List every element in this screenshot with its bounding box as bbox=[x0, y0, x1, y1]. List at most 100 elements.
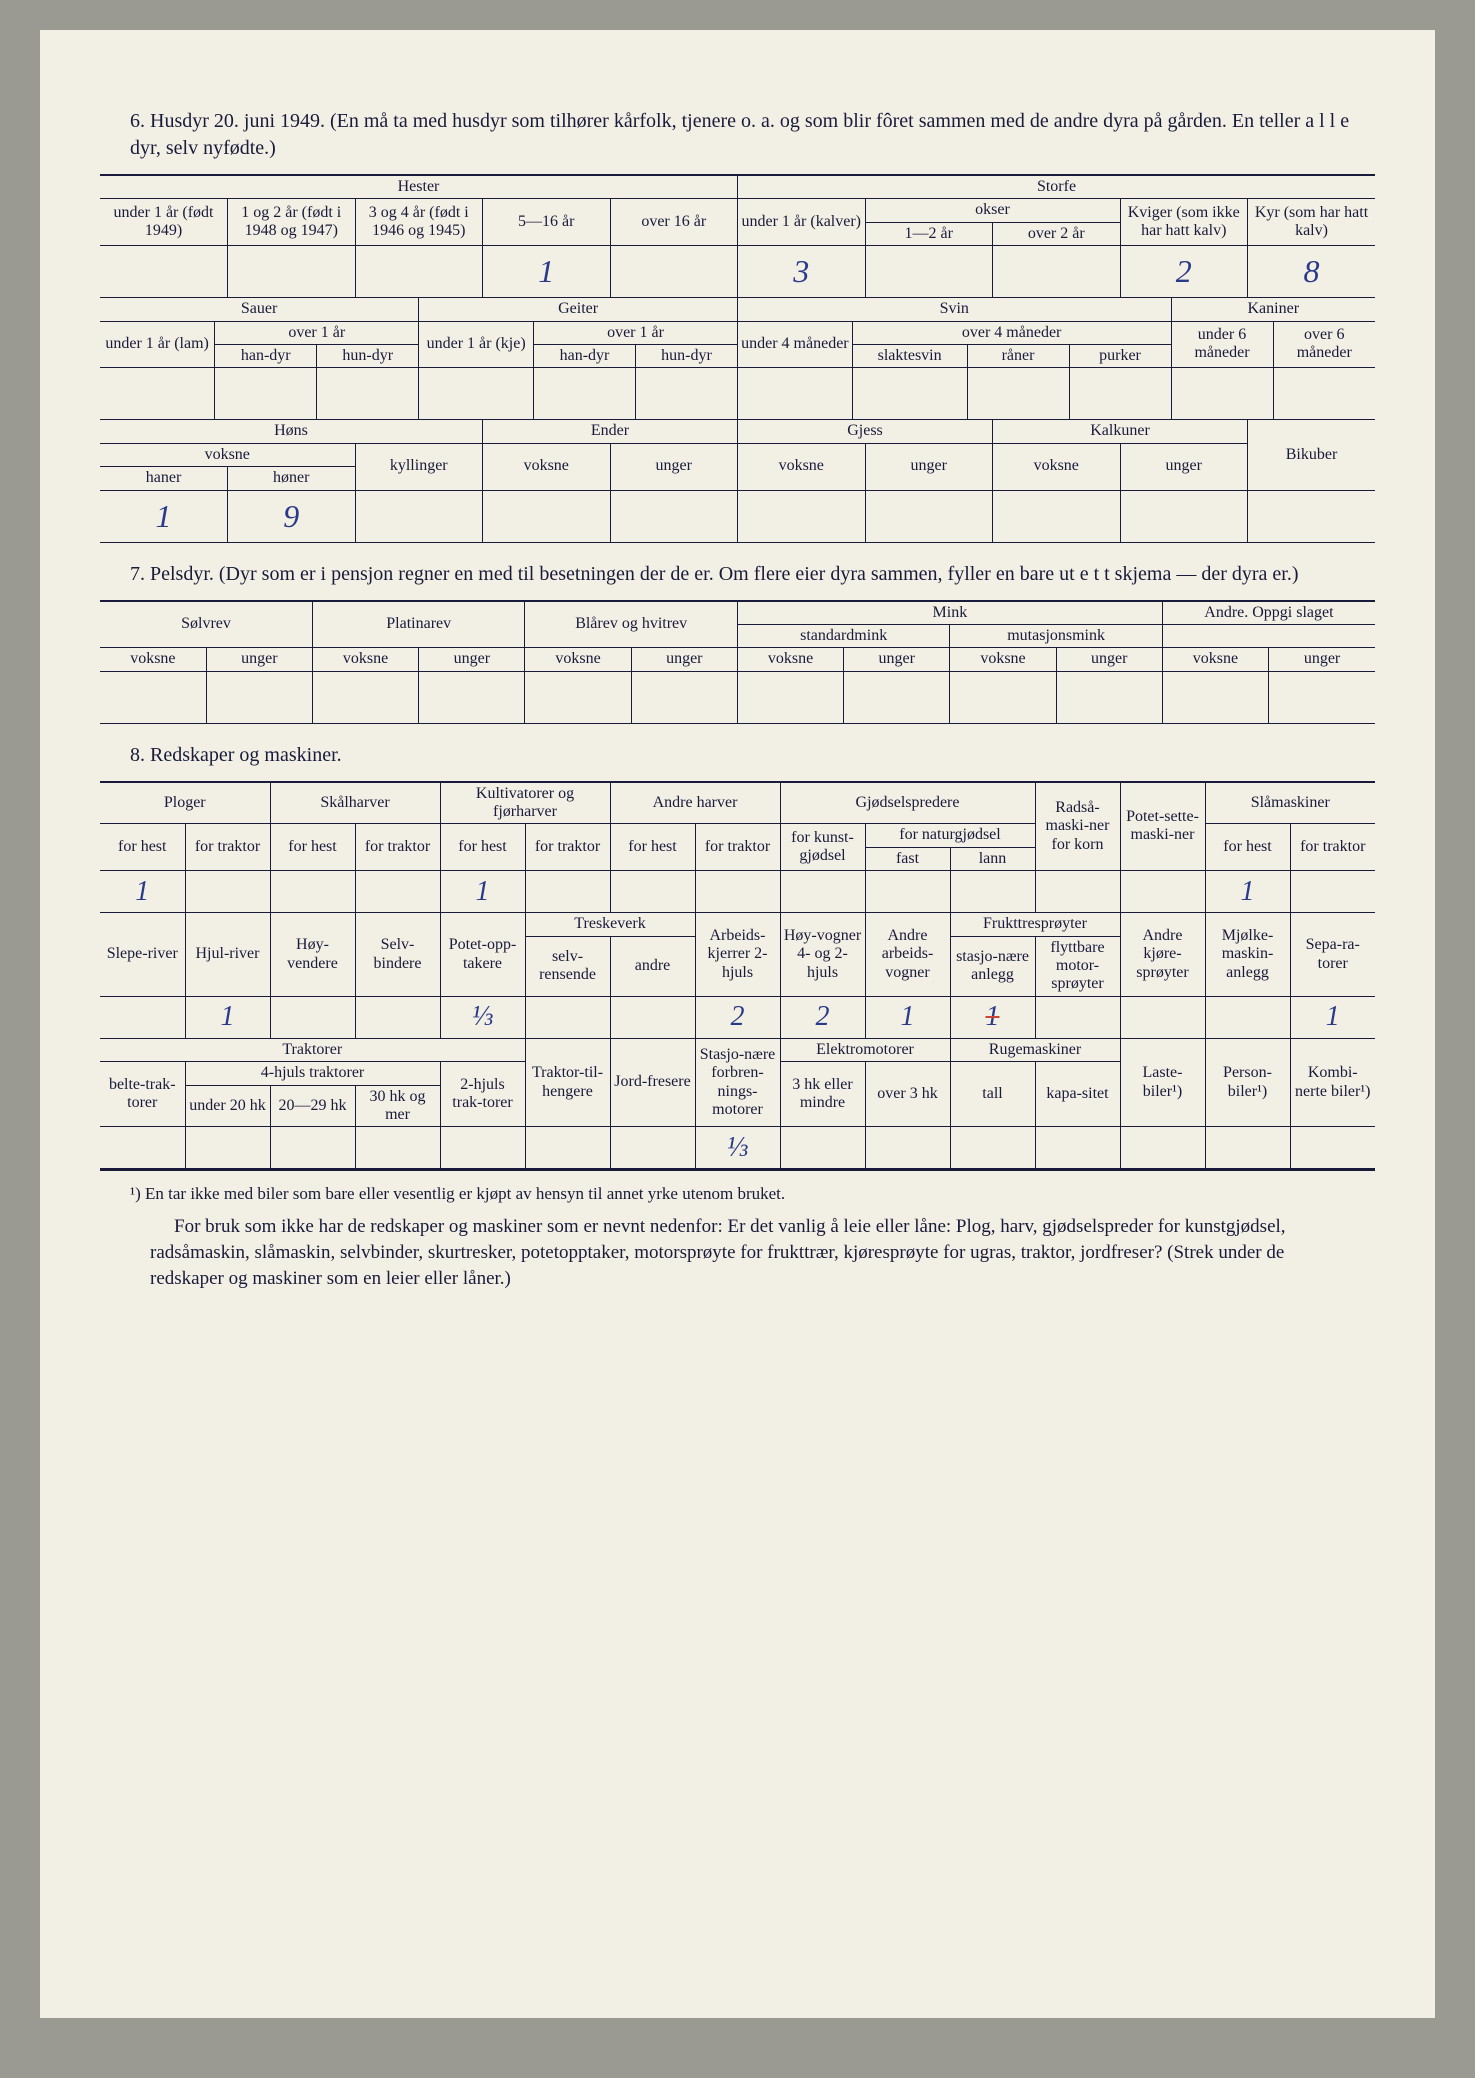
table-pelsdyr: Sølvrev Platinarev Blårev og hvitrev Min… bbox=[100, 600, 1375, 724]
g-solv: Sølvrev bbox=[100, 601, 312, 648]
r3-1: Jord-fresere bbox=[610, 1039, 695, 1127]
v6c-2 bbox=[355, 490, 483, 542]
v8a-6 bbox=[610, 871, 695, 913]
g-hons: Høns bbox=[100, 420, 483, 443]
svin-raner: råner bbox=[967, 344, 1069, 367]
hons-honer: høner bbox=[228, 467, 356, 490]
frukt-0: stasjo-nære anlegg bbox=[950, 936, 1035, 996]
v6b-8 bbox=[967, 368, 1069, 420]
v8b-9: 1 bbox=[865, 996, 950, 1038]
v8b-11 bbox=[1035, 996, 1120, 1038]
table-horses-cattle: Hester Storfe under 1 år (født 1949) 1 o… bbox=[100, 174, 1375, 298]
r2-2: Høy-vendere bbox=[270, 913, 355, 996]
v6c-9 bbox=[1248, 490, 1376, 542]
r3-3: Elektromotorer bbox=[780, 1039, 950, 1062]
sec8-text: Redskaper og maskiner. bbox=[150, 744, 342, 766]
hons-voksne: voksne bbox=[100, 443, 355, 466]
fourw: 4-hjuls traktorer bbox=[185, 1062, 440, 1085]
v8c-5 bbox=[525, 1127, 610, 1169]
minkstd-u: unger bbox=[844, 648, 950, 671]
g-slam: Slåmaskiner bbox=[1205, 782, 1375, 824]
v8c-0 bbox=[100, 1127, 185, 1169]
r2-8: Andre arbeids-vogner bbox=[865, 913, 950, 996]
fw-1: 20—29 hk bbox=[270, 1085, 355, 1127]
v6b-5 bbox=[636, 368, 738, 420]
v8b-10-val: 1 bbox=[986, 1001, 1000, 1032]
g-gjod: Gjødselspredere bbox=[780, 782, 1035, 824]
g-geiter: Geiter bbox=[419, 298, 738, 321]
v7-6 bbox=[737, 671, 843, 723]
sec6-num: 6. bbox=[130, 110, 145, 132]
section8-title: 8. Redskaper og maskiner. bbox=[130, 742, 1375, 769]
v7-0 bbox=[100, 671, 206, 723]
h-0: under 1 år (født 1949) bbox=[100, 199, 228, 246]
v6b-2 bbox=[317, 368, 419, 420]
elek-1: over 3 hk bbox=[865, 1062, 950, 1127]
v7-11 bbox=[1269, 671, 1375, 723]
g-blarev: Blårev og hvitrev bbox=[525, 601, 737, 648]
g-andreh: Andre harver bbox=[610, 782, 780, 824]
v8b-14: 1 bbox=[1290, 996, 1375, 1038]
v6c-5 bbox=[738, 490, 866, 542]
v8c-2 bbox=[270, 1127, 355, 1169]
h-3: 5—16 år bbox=[483, 199, 611, 246]
r3-6: Person-biler¹) bbox=[1205, 1039, 1290, 1127]
okser-1: over 2 år bbox=[993, 222, 1121, 245]
sauer-han: han-dyr bbox=[215, 344, 317, 367]
ender-v: voksne bbox=[483, 443, 611, 490]
v6c-0: 1 bbox=[100, 490, 228, 542]
v8c-6 bbox=[610, 1127, 695, 1169]
v8c-12 bbox=[1120, 1127, 1205, 1169]
kalk-v: voksne bbox=[993, 443, 1121, 490]
v6b-1 bbox=[215, 368, 317, 420]
v6b-0 bbox=[100, 368, 215, 420]
v8c-3 bbox=[355, 1127, 440, 1169]
v8c-14 bbox=[1290, 1127, 1375, 1169]
hons-kyll: kyllinger bbox=[355, 443, 483, 490]
v8c-13 bbox=[1205, 1127, 1290, 1169]
h-2: 3 og 4 år (født i 1946 og 1945) bbox=[355, 199, 483, 246]
g-plat: Platinarev bbox=[312, 601, 524, 648]
r3-7: Kombi-nerte biler¹) bbox=[1290, 1039, 1375, 1127]
g-kaniner: Kaniner bbox=[1171, 298, 1375, 321]
v7-2 bbox=[312, 671, 418, 723]
skal-t: for traktor bbox=[355, 824, 440, 871]
slam-h: for hest bbox=[1205, 824, 1290, 871]
h-8: Kyr (som har hatt kalv) bbox=[1248, 199, 1376, 246]
v6a-5: 3 bbox=[738, 246, 866, 298]
g-kalkuner: Kalkuner bbox=[993, 420, 1248, 443]
v8a-7 bbox=[695, 871, 780, 913]
hdr-hester: Hester bbox=[100, 175, 738, 199]
fw-2: 30 hk og mer bbox=[355, 1085, 440, 1127]
table-equipment-2: Slepe-river Hjul-river Høy-vendere Selv-… bbox=[100, 913, 1375, 1039]
v6a-4 bbox=[610, 246, 738, 298]
v8a-2 bbox=[270, 871, 355, 913]
kult-t: for traktor bbox=[525, 824, 610, 871]
h-4: over 16 år bbox=[610, 199, 738, 246]
v7-8 bbox=[950, 671, 1056, 723]
v8b-3 bbox=[355, 996, 440, 1038]
v6b-4 bbox=[534, 368, 636, 420]
r2-1: Hjul-river bbox=[185, 913, 270, 996]
kalk-u: unger bbox=[1120, 443, 1248, 490]
v8b-8: 2 bbox=[780, 996, 865, 1038]
v6a-0 bbox=[100, 246, 228, 298]
v8b-4: ⅓ bbox=[440, 996, 525, 1038]
v6b-10 bbox=[1171, 368, 1273, 420]
g-svin: Svin bbox=[738, 298, 1172, 321]
r3-5: Laste-biler¹) bbox=[1120, 1039, 1205, 1127]
gjod-natur: for naturgjødsel bbox=[865, 824, 1035, 847]
andh-t: for traktor bbox=[695, 824, 780, 871]
table-sheep-etc: Sauer Geiter Svin Kaniner under 1 år (la… bbox=[100, 298, 1375, 420]
hons-haner: haner bbox=[100, 467, 228, 490]
r2-4: Potet-opp-takere bbox=[440, 913, 525, 996]
geiter-han: han-dyr bbox=[534, 344, 636, 367]
v8a-9 bbox=[865, 871, 950, 913]
v6c-3 bbox=[483, 490, 611, 542]
okser-0: 1—2 år bbox=[865, 222, 993, 245]
v6c-1: 9 bbox=[228, 490, 356, 542]
blarev-u: unger bbox=[631, 648, 737, 671]
g-skal: Skålharver bbox=[270, 782, 440, 824]
gjod-kunst: for kunst-gjødsel bbox=[780, 824, 865, 871]
kan-u6: under 6 måneder bbox=[1171, 321, 1273, 368]
